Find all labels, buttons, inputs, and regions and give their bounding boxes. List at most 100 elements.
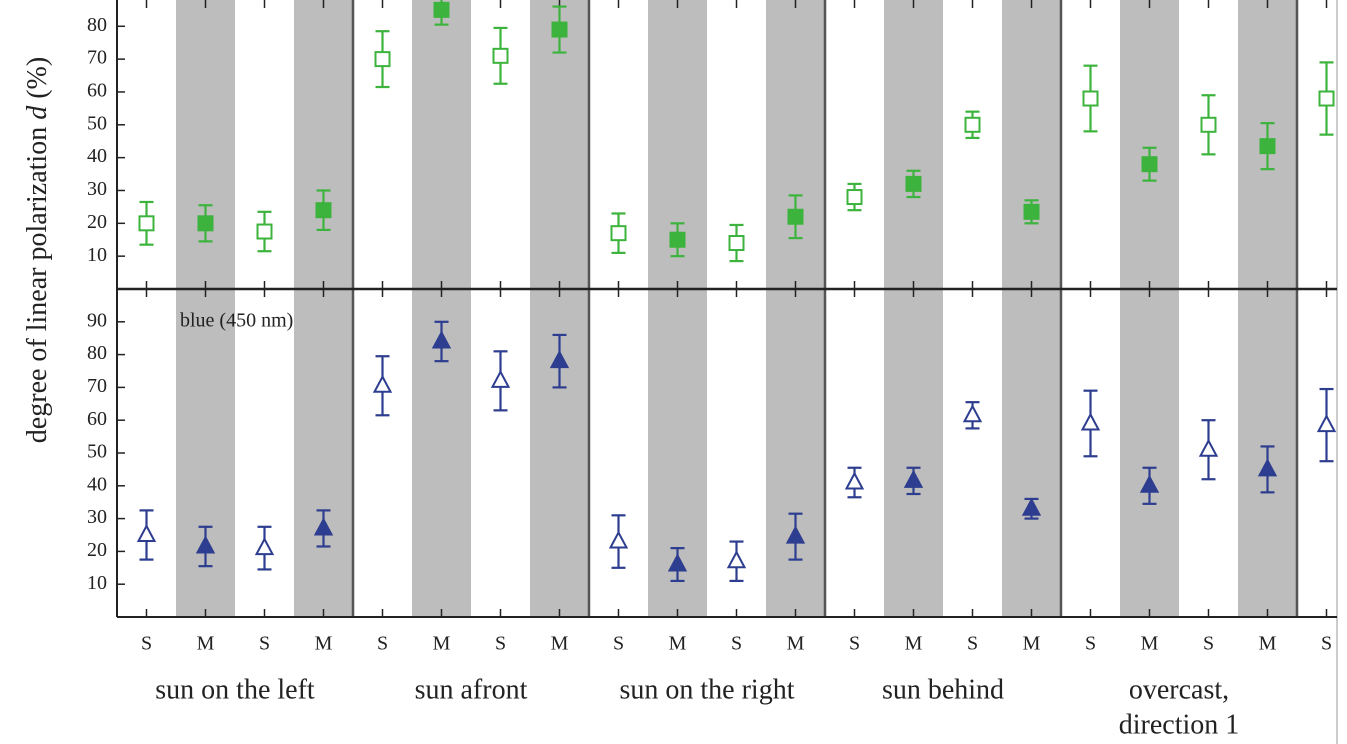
y-tick-label: 30 <box>87 178 107 200</box>
marker <box>372 374 393 393</box>
x-tick-label: M <box>669 633 687 655</box>
marker <box>785 525 806 544</box>
shade-band <box>884 0 943 617</box>
y-tick-label: 40 <box>87 473 107 495</box>
shade-band <box>1238 0 1297 617</box>
x-tick-label: S <box>1203 633 1214 655</box>
x-tick-label: M <box>905 633 923 655</box>
marker <box>1082 90 1099 107</box>
shade-band <box>648 0 707 617</box>
y-axis-label: degree of linear polarization d (%) <box>22 57 53 443</box>
shade-band <box>530 0 589 617</box>
group-label: sun on the left <box>155 674 315 705</box>
group-label: overcast, <box>1129 674 1229 705</box>
bands <box>176 0 1338 744</box>
shade-band <box>1002 0 1061 617</box>
marker <box>256 223 273 240</box>
marker <box>197 215 214 232</box>
marker <box>903 469 924 488</box>
marker <box>728 235 745 252</box>
marker <box>669 231 686 248</box>
y-tick-label: 20 <box>87 539 107 561</box>
plot: 10 20 30 40 50 60 70 80 10 20 30 40 50 60 70 80 90 blue (… <box>87 0 1337 740</box>
y-tick-label: 20 <box>87 211 107 233</box>
marker <box>726 550 747 569</box>
group-label: sun afront <box>415 674 528 705</box>
marker <box>1257 458 1278 477</box>
group-label: sun on the right <box>620 674 795 705</box>
marker <box>315 202 332 219</box>
y-tick-label: 40 <box>87 145 107 167</box>
group-label: sun behind <box>882 674 1004 705</box>
marker <box>1080 412 1101 431</box>
x-tick-label: M <box>1259 633 1277 655</box>
group-label: direction 1 <box>1119 709 1240 740</box>
marker <box>549 350 570 369</box>
marker <box>962 404 983 423</box>
marker <box>610 225 627 242</box>
x-tick-label: M <box>1023 633 1041 655</box>
marker <box>667 553 688 572</box>
marker <box>1259 138 1276 155</box>
x-tick-label: M <box>433 633 451 655</box>
x-tick-label: M <box>197 633 215 655</box>
x-tick-label: S <box>141 633 152 655</box>
marker <box>136 523 157 542</box>
marker <box>787 208 804 225</box>
y-tick-label: 10 <box>87 244 107 266</box>
marker <box>608 530 629 549</box>
x-tick-label: S <box>259 633 270 655</box>
y-tick-label: 80 <box>87 14 107 36</box>
x-tick-label: S <box>849 633 860 655</box>
y-tick-label: 60 <box>87 408 107 430</box>
shade-band <box>1120 0 1179 617</box>
x-tick-label: S <box>1321 633 1332 655</box>
y-tick-label: 90 <box>87 309 107 331</box>
y-label-unit: (%) <box>22 57 53 99</box>
series-label: blue (450 nm) <box>180 310 293 332</box>
marker <box>1200 116 1217 133</box>
x-tick-label: M <box>1141 633 1159 655</box>
marker <box>138 215 155 232</box>
marker <box>1139 474 1160 493</box>
marker <box>490 369 511 388</box>
marker <box>964 116 981 133</box>
marker <box>1316 413 1337 433</box>
marker <box>1023 203 1040 220</box>
y-tick-label: 50 <box>87 112 107 134</box>
marker <box>195 535 216 554</box>
marker <box>1141 156 1158 173</box>
y-label-variable: d <box>22 105 53 120</box>
y-tick-label: 30 <box>87 506 107 528</box>
x-tick-label: S <box>377 633 388 655</box>
y-tick-label: 10 <box>87 572 107 594</box>
x-tick-label: S <box>613 633 624 655</box>
marker <box>433 1 450 18</box>
x-tick-label: M <box>551 633 569 655</box>
y-tick-label: 50 <box>87 441 107 463</box>
marker <box>492 47 509 64</box>
marker <box>1198 438 1219 457</box>
y-tick-label: 80 <box>87 342 107 364</box>
marker <box>431 330 452 349</box>
marker <box>313 517 334 536</box>
marker <box>374 51 391 68</box>
marker <box>905 175 922 192</box>
shade-band <box>176 0 235 617</box>
y-tick-label: 70 <box>87 47 107 69</box>
y-label-text: degree of linear polarization <box>22 127 53 443</box>
marker <box>551 21 568 38</box>
x-tick-label: S <box>967 633 978 655</box>
x-tick-label: M <box>315 633 333 655</box>
marker <box>1318 90 1335 107</box>
x-tick-label: S <box>1085 633 1096 655</box>
marker <box>846 189 863 206</box>
y-tick-label: 60 <box>87 80 107 102</box>
shade-band <box>412 0 471 617</box>
y-tick-label: 70 <box>87 375 107 397</box>
marker <box>1021 497 1042 516</box>
marker <box>844 471 865 490</box>
x-tick-label: M <box>787 633 805 655</box>
x-tick-label: S <box>731 633 742 655</box>
